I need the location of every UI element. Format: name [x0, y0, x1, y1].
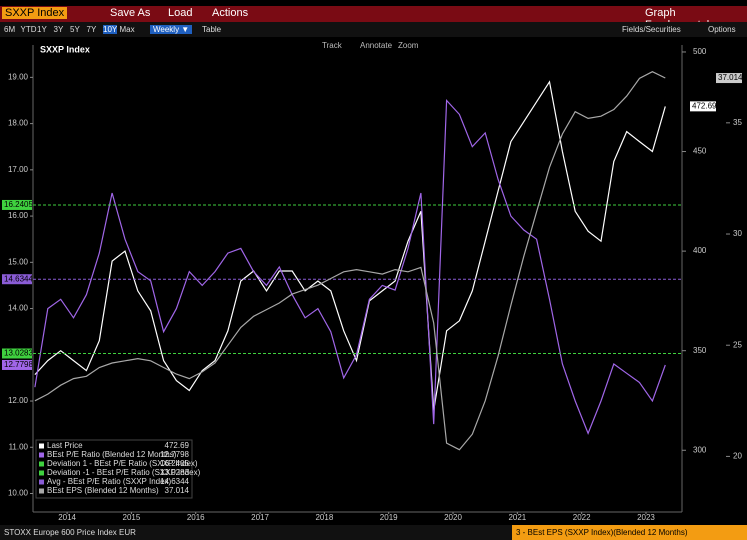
- x-tick-label: 2022: [573, 513, 591, 522]
- y2-tick-label: 400: [693, 246, 707, 255]
- chart-tool: Track: [322, 41, 343, 50]
- y-tick-label: 14.00: [8, 304, 29, 313]
- chart-title: SXXP Index: [40, 44, 90, 54]
- security-field[interactable]: SXXP Index: [2, 7, 68, 19]
- value-tag: [690, 101, 716, 112]
- legend-value: 37.014: [165, 486, 190, 495]
- x-tick-label: 2023: [637, 513, 655, 522]
- legend-label: Avg - BEst P/E Ratio (SXXP Index): [47, 477, 172, 486]
- range-toolbar: Weekly ▼ Table Fields/Securities Options…: [0, 22, 747, 37]
- legend-box: [35, 439, 193, 499]
- legend-swatch: [39, 488, 44, 494]
- range-button[interactable]: 7Y: [86, 25, 97, 34]
- y-tick-label: 10.00: [8, 489, 29, 498]
- x-tick-label: 2017: [251, 513, 269, 522]
- y2-tick-label: 350: [693, 346, 707, 355]
- frequency-dropdown[interactable]: Weekly ▼: [150, 25, 193, 34]
- x-tick-label: 2018: [315, 513, 333, 522]
- value-tag-label: 16.2405: [4, 200, 33, 209]
- legend-label: BEst EPS (Blended 12 Months): [47, 486, 159, 495]
- value-tag: [2, 274, 32, 285]
- footer-right: 3 - BEst EPS (SXXP Index)(Blended 12 Mon…: [512, 525, 747, 540]
- actions-button[interactable]: Actions: [212, 7, 249, 19]
- y-tick-label: 16.00: [8, 211, 29, 220]
- y-tick-label: 18.00: [8, 119, 29, 128]
- y-tick-label: 12.00: [8, 396, 29, 405]
- value-tag: [2, 359, 32, 370]
- value-tag: [2, 199, 32, 210]
- value-tag: [2, 348, 32, 359]
- y-tick-label: 11.00: [9, 442, 29, 451]
- legend-swatch: [39, 443, 44, 449]
- y2-tick-label: 450: [693, 147, 707, 156]
- footer-left: STOXX Europe 600 Price Index EUR: [4, 528, 136, 537]
- legend-label: BEst P/E Ratio (Blended 12 Months): [47, 450, 177, 459]
- x-tick-label: 2016: [187, 513, 205, 522]
- legend-swatch: [39, 461, 44, 467]
- value-tag-label: 37.014: [718, 73, 743, 82]
- y2-tick-label: 300: [693, 445, 707, 454]
- x-tick-label: 2015: [123, 513, 141, 522]
- series-line: [34, 71, 666, 451]
- legend-label: Deviation -1 - BEst P/E Ratio (SXXP Inde…: [47, 468, 201, 477]
- x-tick-label: 2021: [508, 513, 526, 522]
- y3-tick-label: 30: [733, 229, 742, 238]
- top-toolbar: SXXP Index Save As Load Actions Graph Fu…: [0, 6, 747, 31]
- x-tick-label: 2019: [380, 513, 398, 522]
- range-button[interactable]: 3Y: [53, 25, 64, 34]
- legend-value: 16.2405: [160, 459, 189, 468]
- save-as-button[interactable]: Save As: [110, 7, 151, 19]
- legend-value: 13.0283: [160, 468, 189, 477]
- y3-tick-label: 20: [733, 452, 742, 461]
- value-tag-label: 14.6344: [4, 274, 33, 283]
- footer: STOXX Europe 600 Price Index EUR 3 - BEs…: [0, 525, 747, 540]
- legend-label: Deviation 1 - BEst P/E Ratio (SXXP Index…: [47, 459, 198, 468]
- legend-swatch: [39, 470, 44, 476]
- value-tag-label: 472.69: [692, 101, 717, 110]
- chart-tool: Annotate: [360, 41, 393, 50]
- chart: SXXP Index Track Annotate Zoom 10.00 11.00 12…: [0, 37, 747, 525]
- legend-swatch: [39, 452, 44, 458]
- range-button[interactable]: Max: [119, 25, 135, 34]
- range-button[interactable]: 5Y: [70, 25, 80, 34]
- range-button[interactable]: 10Y: [103, 25, 118, 34]
- y3-tick-label: 25: [733, 340, 742, 349]
- range-button[interactable]: 6M: [4, 25, 16, 34]
- chart-tool: Zoom: [398, 41, 419, 50]
- value-tag-label: 12.7798: [4, 360, 33, 369]
- options-button[interactable]: Options: [708, 25, 736, 34]
- x-tick-label: 2014: [58, 513, 76, 522]
- x-tick-label: 2020: [444, 513, 462, 522]
- legend-label: Last Price: [47, 441, 83, 450]
- y-tick-label: 15.00: [8, 257, 29, 266]
- value-tag: [716, 73, 742, 84]
- value-tag-label: 13.0283: [4, 349, 33, 358]
- range-button[interactable]: YTD: [20, 25, 37, 34]
- range-button[interactable]: 1Y: [37, 25, 47, 34]
- legend-swatch: [39, 479, 44, 485]
- table-button[interactable]: Table: [202, 25, 222, 34]
- legend-value: 12.7798: [160, 450, 189, 459]
- y2-tick-label: 500: [693, 47, 707, 56]
- y3-tick-label: 35: [733, 118, 742, 127]
- load-button[interactable]: Load: [168, 7, 193, 19]
- legend-value: 14.6344: [160, 477, 189, 486]
- y-tick-label: 19.00: [8, 72, 29, 81]
- fields-button[interactable]: Fields/Securities: [622, 25, 681, 34]
- y-tick-label: 17.00: [8, 165, 29, 174]
- legend-value: 472.69: [165, 441, 190, 450]
